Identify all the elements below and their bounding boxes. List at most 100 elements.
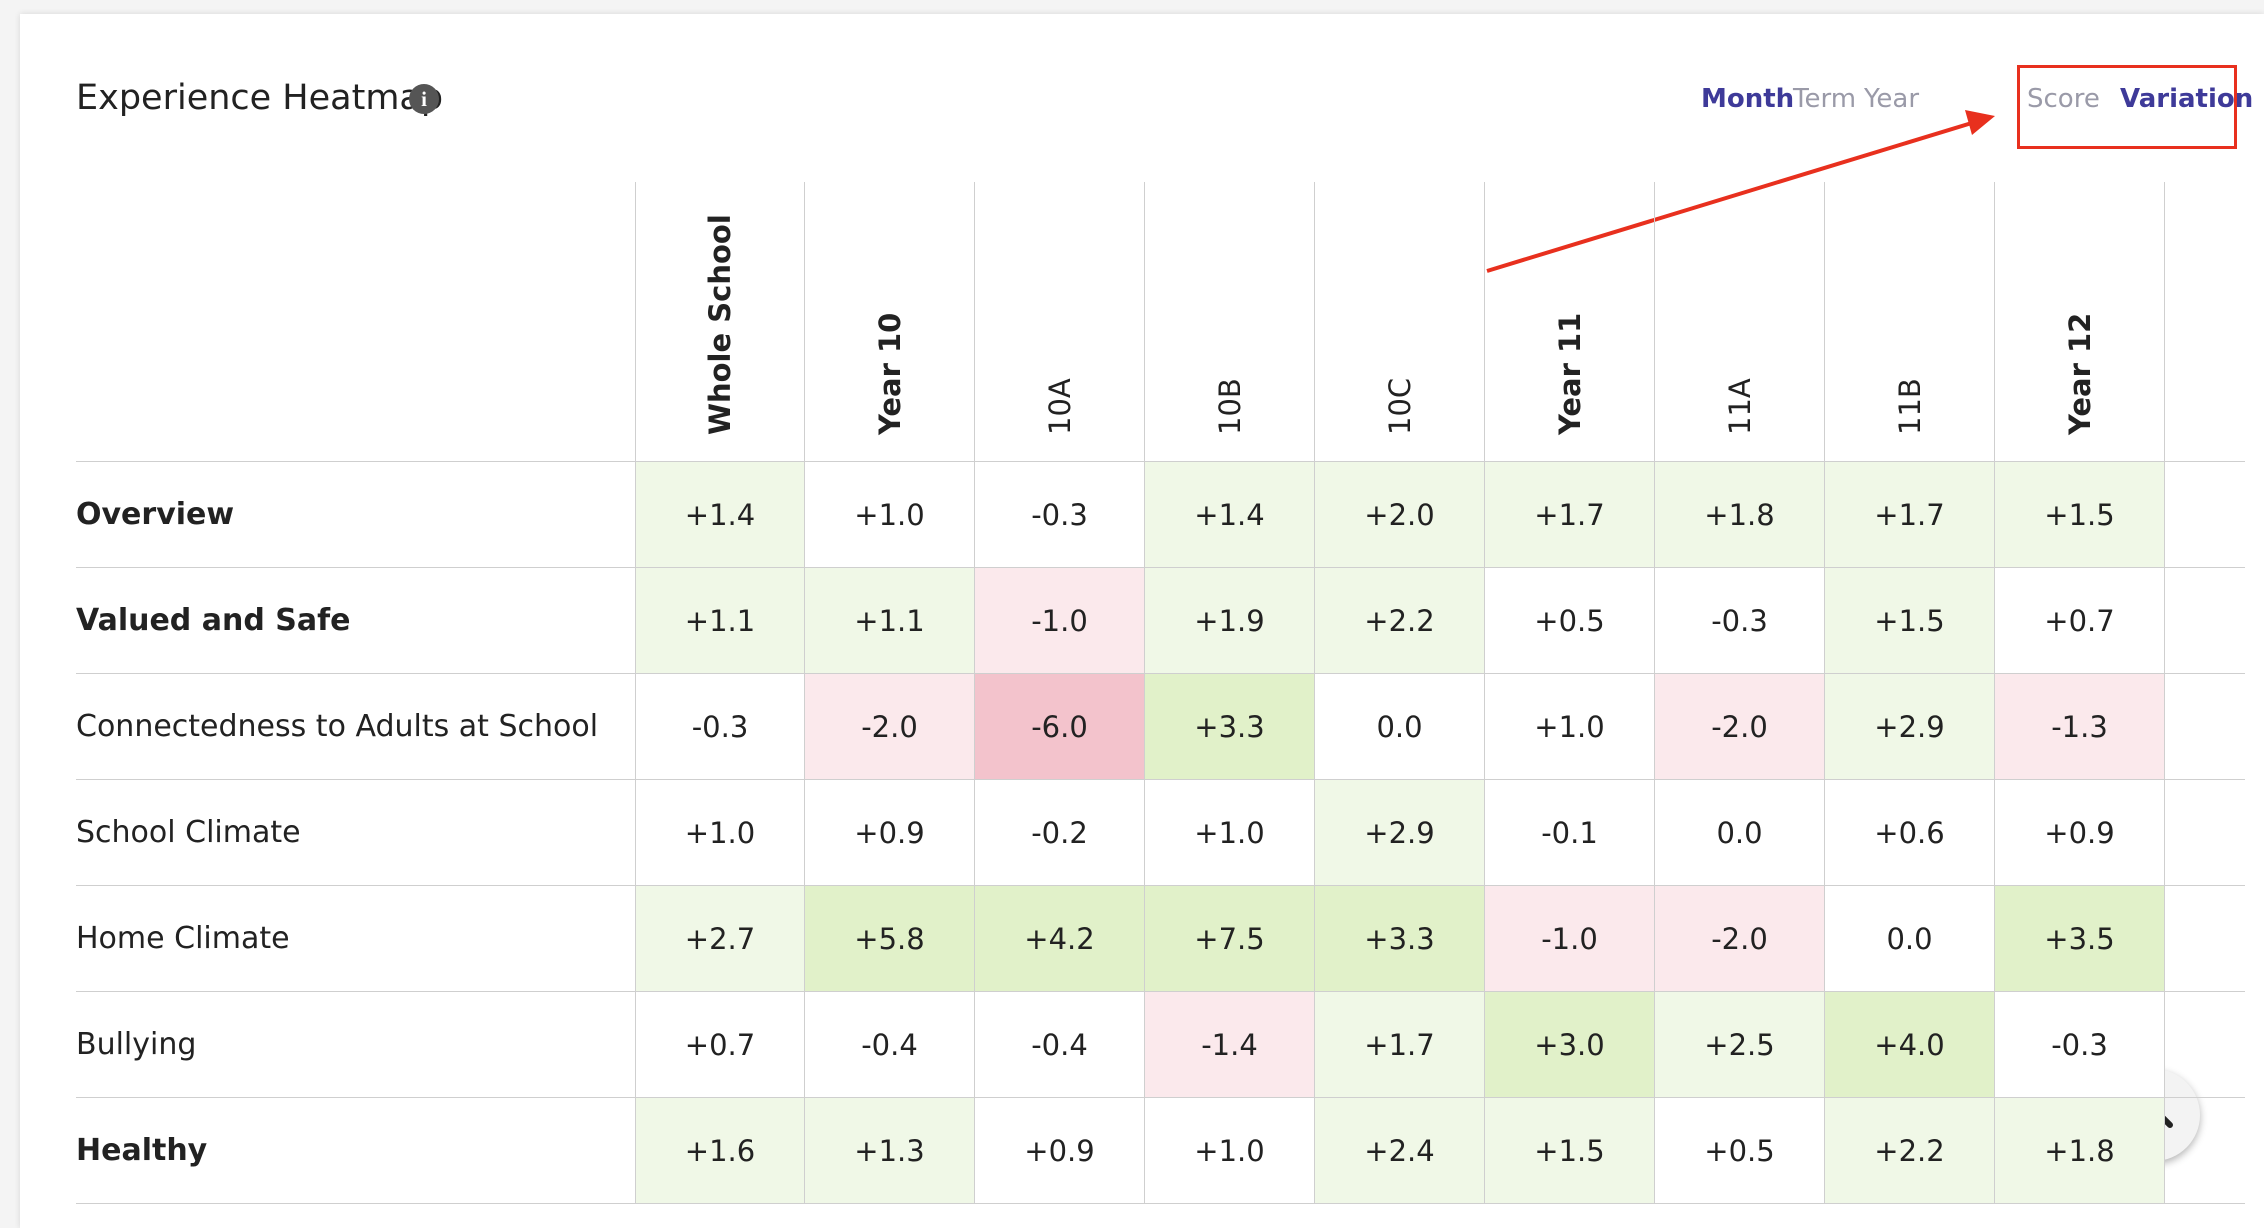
- view-tab[interactable]: Score: [2027, 84, 2100, 114]
- panel-title: Experience Heatmap: [76, 78, 444, 118]
- heatmap-cell: +0.7: [1995, 568, 2165, 674]
- heatmap-cell: +1.4: [1145, 462, 1315, 568]
- heatmap-cell: -2.0: [805, 674, 975, 780]
- header-underline: [76, 461, 635, 462]
- heatmap-cell: +1.0: [1145, 780, 1315, 886]
- heatmap-cell: -2.0: [1655, 886, 1825, 992]
- heatmap-cell: +1.9: [1145, 568, 1315, 674]
- heatmap-cell: +2.9: [1315, 780, 1485, 886]
- heatmap-cell: -0.2: [975, 780, 1145, 886]
- heatmap-cell: +1.3: [805, 1098, 975, 1204]
- heatmap-cell: -0.4: [975, 992, 1145, 1098]
- heatmap-cell: -6.0: [975, 674, 1145, 780]
- heatmap-cell: +2.5: [1655, 992, 1825, 1098]
- column-header: Year 11: [1485, 182, 1655, 462]
- column-header: 11B: [1825, 182, 1995, 462]
- heatmap-cell: +1.5: [1825, 568, 1995, 674]
- column-header: 10C: [1315, 182, 1485, 462]
- heatmap-cell: -0.3: [1995, 992, 2165, 1098]
- heatmap-cell: +1.0: [1145, 1098, 1315, 1204]
- heatmap-cell: +1.1: [635, 568, 805, 674]
- column-header-text: Whole School: [703, 214, 737, 435]
- column-header-text: 10C: [1382, 377, 1417, 435]
- column-header-text: 10B: [1212, 378, 1247, 435]
- heatmap-cell: +2.0: [1315, 462, 1485, 568]
- column-header: Year 10: [805, 182, 975, 462]
- heatmap-cell: +1.6: [635, 1098, 805, 1204]
- highlight-box: [2017, 65, 2237, 149]
- heatmap-cell: +1.1: [805, 568, 975, 674]
- heatmap-cell: 0.0: [1315, 674, 1485, 780]
- heatmap-cell: +1.5: [1995, 462, 2165, 568]
- heatmap-cell: +0.6: [1825, 780, 1995, 886]
- column-header: [2165, 182, 2245, 462]
- info-icon[interactable]: i: [409, 84, 439, 114]
- row-label: Bullying: [76, 992, 635, 1098]
- column-header-text: Year 12: [2062, 312, 2097, 435]
- heatmap-cell: +4.2: [975, 886, 1145, 992]
- heatmap-cell: +0.9: [1995, 780, 2165, 886]
- heatmap-cell: +1.5: [1485, 1098, 1655, 1204]
- row-label: Connectedness to Adults at School: [76, 674, 635, 780]
- column-header-text: Year 10: [872, 312, 907, 435]
- heatmap-cell: -1.0: [975, 568, 1145, 674]
- heatmap-cell: +0.9: [805, 780, 975, 886]
- heatmap-cell: +1.4: [635, 462, 805, 568]
- column-header-text: 11A: [1722, 378, 1757, 435]
- heatmap-cell: +0.7: [635, 992, 805, 1098]
- heatmap-cell: -0.3: [975, 462, 1145, 568]
- heatmap-cell: +0.5: [1485, 568, 1655, 674]
- heatmap-cell: +2.2: [1825, 1098, 1995, 1204]
- heatmap-cell: [2165, 674, 2245, 780]
- column-header: 11A: [1655, 182, 1825, 462]
- column-header-text: 10A: [1042, 378, 1077, 435]
- heatmap-cell: [2165, 780, 2245, 886]
- period-tab[interactable]: Term: [1793, 84, 1857, 114]
- column-header: 10B: [1145, 182, 1315, 462]
- heatmap-cell: +1.0: [635, 780, 805, 886]
- heatmap-cell: +5.8: [805, 886, 975, 992]
- row-label: Healthy: [76, 1098, 635, 1204]
- heatmap-cell: +2.9: [1825, 674, 1995, 780]
- heatmap-cell: [2165, 462, 2245, 568]
- column-header: Whole School: [635, 182, 805, 462]
- heatmap-cell: +2.4: [1315, 1098, 1485, 1204]
- row-label: Overview: [76, 462, 635, 568]
- column-header-text: 11B: [1892, 378, 1927, 435]
- row-label: Home Climate: [76, 886, 635, 992]
- heatmap-cell: +0.9: [975, 1098, 1145, 1204]
- heatmap-cell: -1.0: [1485, 886, 1655, 992]
- heatmap-cell: +1.7: [1485, 462, 1655, 568]
- heatmap-cell: +1.7: [1825, 462, 1995, 568]
- heatmap-cell: +1.8: [1655, 462, 1825, 568]
- row-label: School Climate: [76, 780, 635, 886]
- heatmap-cell: 0.0: [1655, 780, 1825, 886]
- heatmap-cell: +1.7: [1315, 992, 1485, 1098]
- heatmap-cell: [2165, 568, 2245, 674]
- heatmap-cell: +0.5: [1655, 1098, 1825, 1204]
- heatmap-cell: +2.2: [1315, 568, 1485, 674]
- heatmap-cell: +3.5: [1995, 886, 2165, 992]
- heatmap-cell: -1.4: [1145, 992, 1315, 1098]
- heatmap-cell: +4.0: [1825, 992, 1995, 1098]
- annotation-arrow: [1486, 110, 1995, 273]
- column-header-text: Year 11: [1552, 312, 1587, 435]
- heatmap-cell: [2165, 992, 2245, 1098]
- view-tab[interactable]: Variation: [2120, 84, 2254, 114]
- heatmap-cell: +1.8: [1995, 1098, 2165, 1204]
- heatmap-cell: [2165, 886, 2245, 992]
- heatmap-cell: -0.4: [805, 992, 975, 1098]
- heatmap-cell: +7.5: [1145, 886, 1315, 992]
- period-tab[interactable]: Year: [1864, 84, 1920, 114]
- heatmap-cell: +3.0: [1485, 992, 1655, 1098]
- row-label: Valued and Safe: [76, 568, 635, 674]
- heatmap-cell: +1.0: [805, 462, 975, 568]
- column-header: Year 12: [1995, 182, 2165, 462]
- heatmap-cell: +3.3: [1315, 886, 1485, 992]
- heatmap-cell: +3.3: [1145, 674, 1315, 780]
- heatmap-cell: -1.3: [1995, 674, 2165, 780]
- heatmap-panel: Experience Heatmap i Month Term Year Score V…: [20, 14, 2264, 1228]
- heatmap-cell: [2165, 1098, 2245, 1204]
- period-tab[interactable]: Month: [1701, 84, 1795, 114]
